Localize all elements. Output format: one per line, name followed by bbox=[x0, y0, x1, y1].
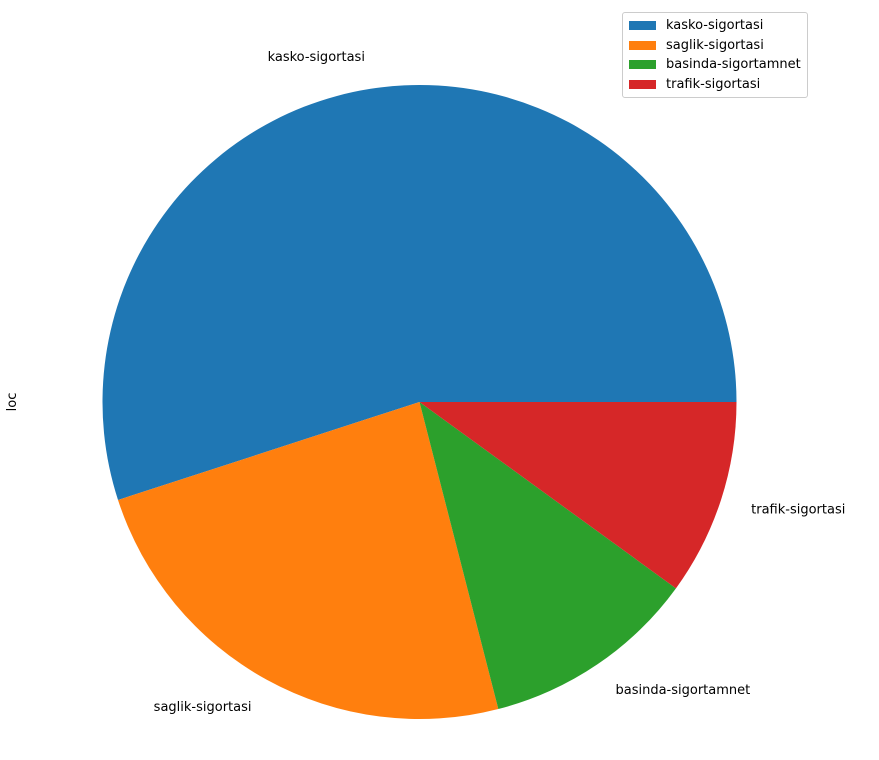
legend-item-saglik-sigortasi: saglik-sigortasi bbox=[623, 36, 807, 56]
pie-slice-saglik-sigortasi bbox=[118, 402, 499, 719]
y-axis-label: loc bbox=[5, 393, 20, 412]
legend-label: saglik-sigortasi bbox=[666, 37, 764, 53]
pie-slice-trafik-sigortasi bbox=[419, 402, 737, 589]
legend-item-trafik-sigortasi: trafik-sigortasi bbox=[623, 75, 807, 95]
pie-slice-basinda-sigortamnet bbox=[419, 402, 676, 710]
legend-label: basinda-sigortamnet bbox=[666, 57, 801, 73]
pie-slice-kasko-sigortasi bbox=[102, 85, 737, 500]
legend-swatch bbox=[629, 79, 656, 89]
legend-label: kasko-sigortasi bbox=[666, 18, 764, 34]
slice-label-saglik-sigortasi: saglik-sigortasi bbox=[154, 700, 252, 715]
slice-label-trafik-sigortasi: trafik-sigortasi bbox=[751, 502, 845, 517]
slice-label-kasko-sigortasi: kasko-sigortasi bbox=[268, 50, 365, 65]
legend-item-basinda-sigortamnet: basinda-sigortamnet bbox=[623, 55, 807, 75]
legend-swatch bbox=[629, 40, 656, 50]
legend-swatch bbox=[629, 60, 656, 70]
legend-item-kasko-sigortasi: kasko-sigortasi bbox=[623, 16, 807, 36]
slice-label-basinda-sigortamnet: basinda-sigortamnet bbox=[615, 683, 750, 698]
legend: kasko-sigortasi saglik-sigortasi basinda-s… bbox=[622, 12, 808, 98]
legend-swatch bbox=[629, 21, 656, 31]
legend-label: trafik-sigortasi bbox=[666, 76, 761, 92]
slice-labels: kasko-sigortasi saglik-sigortasi basinda-s… bbox=[154, 50, 846, 715]
pie-slices bbox=[102, 85, 737, 719]
